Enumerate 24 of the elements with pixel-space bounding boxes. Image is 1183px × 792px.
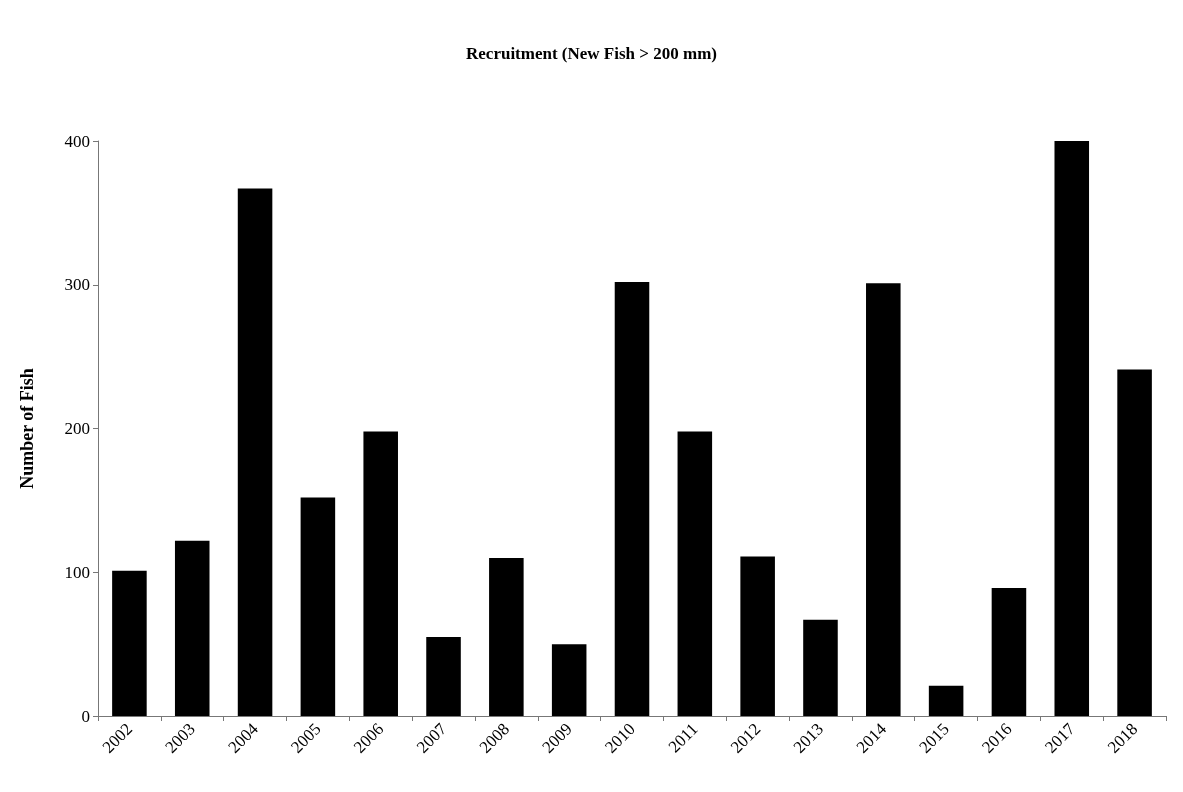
bar: [300, 497, 336, 716]
bar: [237, 188, 273, 716]
bar: [740, 556, 775, 716]
bar: [174, 540, 210, 716]
bar: [677, 431, 713, 716]
y-tick-label: 200: [64, 419, 90, 438]
y-tick-label: 0: [81, 706, 90, 726]
bar: [363, 431, 398, 716]
bar: [112, 570, 147, 716]
bar: [991, 588, 1027, 716]
y-tick-label: 100: [64, 562, 90, 582]
bar: [489, 557, 524, 716]
bar: [866, 283, 901, 716]
y-axis-title: Number of Fish: [17, 368, 37, 489]
y-tick-label: 400: [64, 131, 90, 151]
bar: [426, 636, 461, 716]
bar: [1117, 369, 1152, 716]
bar: [614, 281, 650, 716]
bar: [551, 644, 587, 716]
bar: [1054, 141, 1090, 716]
y-tick-label: 300: [64, 275, 90, 295]
chart-title: Recruitment (New Fish > 200 mm): [466, 44, 717, 63]
bar: [803, 619, 838, 716]
bar: [928, 685, 964, 716]
